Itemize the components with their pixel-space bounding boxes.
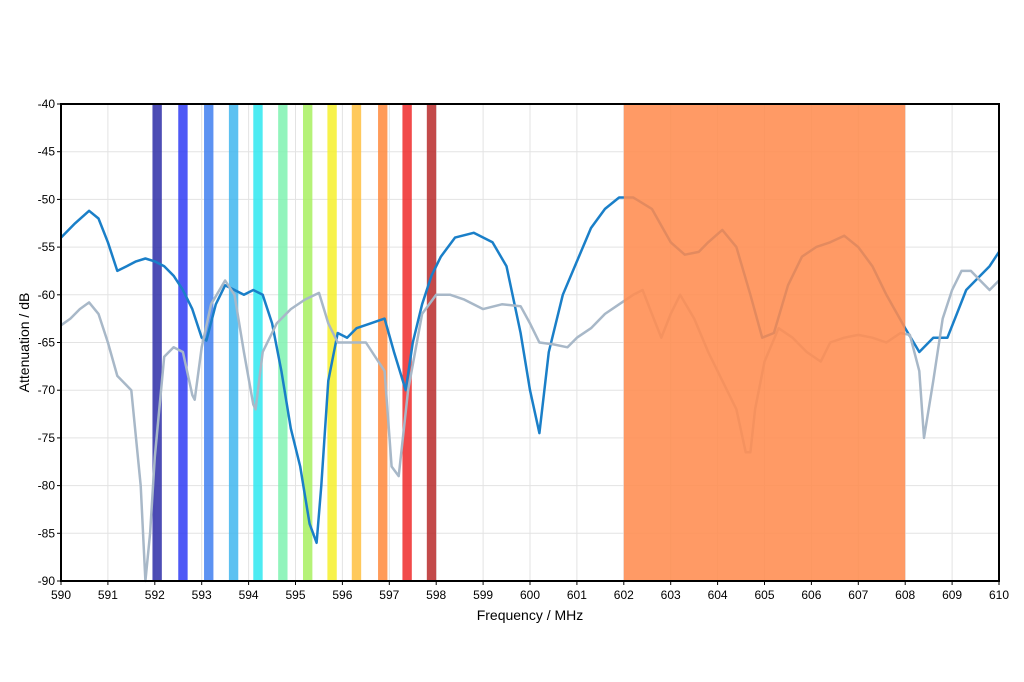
x-tick-label: 607 <box>848 588 868 602</box>
x-tick-label: 596 <box>332 588 352 602</box>
channel-band <box>426 104 437 581</box>
y-tick-label: -60 <box>38 288 56 302</box>
channel-band <box>204 104 214 581</box>
y-tick-label: -85 <box>38 526 56 540</box>
x-tick-label: 600 <box>520 588 540 602</box>
x-tick-label: 599 <box>473 588 493 602</box>
channel-band <box>228 104 239 581</box>
x-tick-label: 602 <box>614 588 634 602</box>
x-tick-label: 598 <box>426 588 446 602</box>
x-tick-label: 590 <box>51 588 71 602</box>
channel-band <box>278 104 288 581</box>
y-tick-label: -50 <box>38 192 56 206</box>
x-axis-ticks: 590 591 592 593 594 595 596 597 598 599 600 601 602 6… <box>51 581 1009 602</box>
x-tick-label: 603 <box>661 588 681 602</box>
y-tick-label: -65 <box>38 336 56 350</box>
x-tick-label: 608 <box>895 588 915 602</box>
channel-band <box>327 104 337 581</box>
channel-band <box>152 104 162 581</box>
channel-band <box>253 104 263 581</box>
x-tick-label: 610 <box>989 588 1009 602</box>
highlight-band <box>623 104 906 581</box>
y-tick-label: -90 <box>38 574 56 588</box>
x-tick-label: 595 <box>285 588 305 602</box>
y-tick-label: -70 <box>38 383 56 397</box>
y-tick-label: -80 <box>38 479 56 493</box>
channel-band <box>402 104 412 581</box>
y-tick-label: -55 <box>38 240 56 254</box>
x-tick-label: 592 <box>145 588 165 602</box>
x-tick-label: 594 <box>239 588 259 602</box>
highlight-band-layer <box>623 104 906 581</box>
x-tick-label: 597 <box>379 588 399 602</box>
x-tick-label: 604 <box>708 588 728 602</box>
y-axis-title: Attenuation / dB <box>16 293 32 393</box>
x-tick-label: 605 <box>754 588 774 602</box>
x-tick-label: 591 <box>98 588 118 602</box>
y-tick-label: -45 <box>38 145 56 159</box>
x-tick-label: 593 <box>192 588 212 602</box>
channel-band <box>378 104 388 581</box>
y-axis-ticks: -40 -45 -50 -55 -60 -65 -70 -75 -80 -85 -90 <box>38 97 61 588</box>
y-tick-label: -40 <box>38 97 56 111</box>
y-tick-label: -75 <box>38 431 56 445</box>
x-tick-label: 606 <box>801 588 821 602</box>
x-tick-label: 609 <box>942 588 962 602</box>
channel-band <box>303 104 313 581</box>
x-axis-title: Frequency / MHz <box>477 607 584 623</box>
channel-band <box>178 104 188 581</box>
x-tick-label: 601 <box>567 588 587 602</box>
